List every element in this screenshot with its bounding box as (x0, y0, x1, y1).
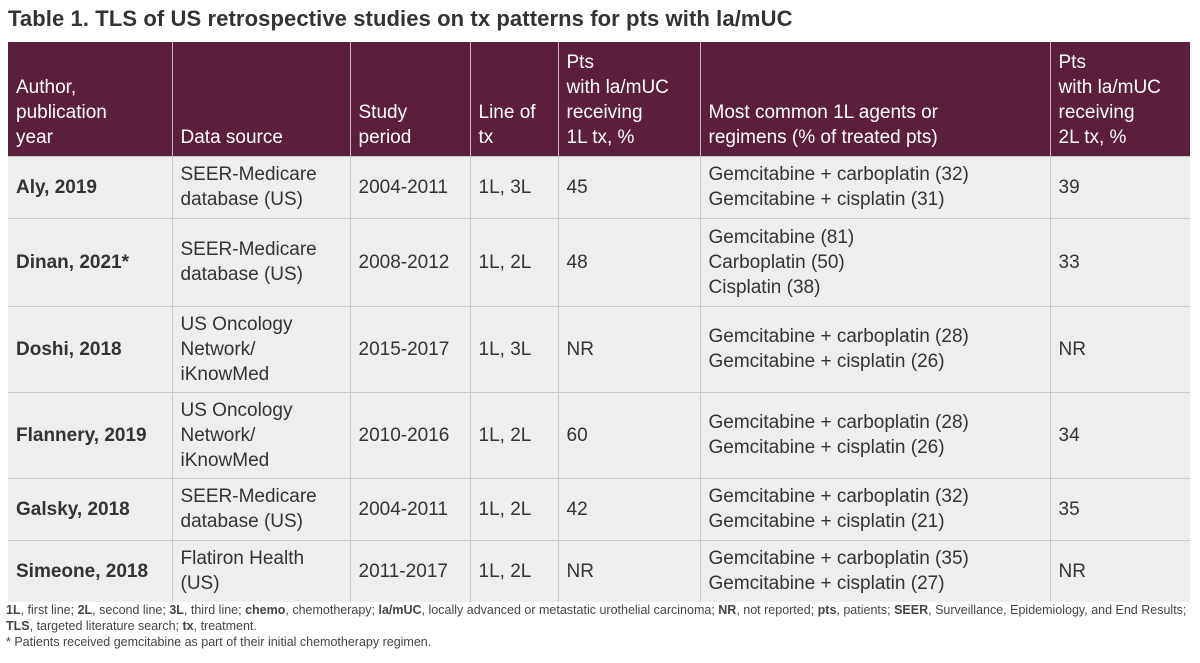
table-cell: 34 (1049, 391, 1190, 478)
abbreviation-term: la/mUC (378, 603, 422, 617)
table-cell: 1L, 2L (469, 391, 558, 478)
table-cell: 1L, 2L (469, 477, 558, 540)
table-cell: SEER-Medicare database (US) (171, 217, 350, 306)
table-cell: 1L, 2L (469, 539, 558, 602)
column-header: Pts with la/mUC receiving 2L tx, % (1049, 42, 1190, 156)
table-cell: Galsky, 2018 (8, 477, 172, 540)
abbreviation-definition: treatment (200, 619, 254, 633)
table-cell: 35 (1049, 477, 1190, 540)
column-header: Most common 1L agents or regimens (% of … (699, 42, 1050, 156)
table-body: Aly, 2019 SEER-Medicare database (US) 2004… (8, 155, 1190, 602)
table-cell: 48 (557, 217, 700, 306)
abbreviation-definition: Surveillance, Epidemiology, and End Resu… (935, 603, 1183, 617)
table-cell: NR (557, 305, 700, 392)
table-cell: Gemcitabine (81) Carboplatin (50) Cispla… (699, 217, 1050, 306)
table-cell: Gemcitabine + carboplatin (32) Gemcitabi… (699, 477, 1050, 540)
column-header: Data source (171, 42, 350, 156)
table-row: Dinan, 2021* SEER-Medicare database (US) 2… (8, 217, 1190, 306)
table-row: Aly, 2019 SEER-Medicare database (US) 2004… (8, 155, 1190, 218)
table-row: Simeone, 2018 Flatiron Health (US) 2011-20… (8, 539, 1190, 602)
abbreviation-term: NR (718, 603, 737, 617)
studies-table: Author, publication year Data source Study… (8, 42, 1190, 602)
abbreviation-term: tx (182, 619, 194, 633)
table-title: Table 1. TLS of US retrospective studies… (8, 6, 793, 31)
abbreviation-definition: not reported (743, 603, 811, 617)
abbreviation-term: 2L (77, 603, 93, 617)
abbreviation-term: chemo (245, 603, 286, 617)
abbreviation-definition: targeted literature search (36, 619, 176, 633)
table-cell: Gemcitabine + carboplatin (28) Gemcitabi… (699, 305, 1050, 392)
table-cell: 42 (557, 477, 700, 540)
table-cell: SEER-Medicare database (US) (171, 477, 350, 540)
table-cell: NR (1049, 305, 1190, 392)
table-cell: Gemcitabine + carboplatin (32) Gemcitabi… (699, 155, 1050, 218)
table-cell: 2004-2011 (349, 155, 470, 218)
abbreviation-definition: patients (843, 603, 888, 617)
table-row: Galsky, 2018 SEER-Medicare database (US) 2… (8, 477, 1190, 540)
table-cell: Dinan, 2021* (8, 217, 172, 306)
table-cell: 60 (557, 391, 700, 478)
abbreviation-term: SEER (894, 603, 929, 617)
abbreviation-term: 3L (169, 603, 184, 617)
table-cell: 1L, 2L (469, 217, 558, 306)
column-header: Author, publication year (8, 42, 172, 156)
table-cell: 2010-2016 (349, 391, 470, 478)
table-cell: 2004-2011 (349, 477, 470, 540)
footnote-text: * Patients received gemcitabine as part … (6, 635, 432, 649)
table-cell: Simeone, 2018 (8, 539, 172, 602)
abbreviation-term: pts (817, 603, 837, 617)
table-cell: 2008-2012 (349, 217, 470, 306)
table-cell: Aly, 2019 (8, 155, 172, 218)
abbreviation-definition: chemotherapy (292, 603, 372, 617)
table-cell: 1L, 3L (469, 155, 558, 218)
table-cell: Gemcitabine + carboplatin (35) Gemcitabi… (699, 539, 1050, 602)
table-row: Doshi, 2018 US Oncology Network/ iKnowMed… (8, 305, 1190, 392)
column-header: Pts with la/mUC receiving 1L tx, % (557, 42, 700, 156)
abbreviation-definition: second line (99, 603, 163, 617)
table-cell: 2011-2017 (349, 539, 470, 602)
column-header: Line of tx (469, 42, 558, 156)
abbreviation-definition: locally advanced or metastatic urothelia… (428, 603, 712, 617)
table-row: Flannery, 2019 US Oncology Network/ iKnow… (8, 391, 1190, 478)
table-cell: US Oncology Network/ iKnowMed (171, 305, 350, 392)
table-cell: 33 (1049, 217, 1190, 306)
table-cell: Doshi, 2018 (8, 305, 172, 392)
table-cell: 1L, 3L (469, 305, 558, 392)
table-cell: SEER-Medicare database (US) (171, 155, 350, 218)
abbreviation-term: 1L (6, 603, 21, 617)
table-cell: 2015-2017 (349, 305, 470, 392)
abbreviation-definition: third line (190, 603, 239, 617)
column-header: Study period (349, 42, 470, 156)
table-cell: NR (1049, 539, 1190, 602)
abbreviation-term: TLS (6, 619, 30, 633)
table-cell: Flatiron Health (US) (171, 539, 350, 602)
table-cell: 39 (1049, 155, 1190, 218)
table-cell: 45 (557, 155, 700, 218)
table-cell: Flannery, 2019 (8, 391, 172, 478)
footnotes: 1L, first line; 2L, second line; 3L, thi… (6, 602, 1194, 650)
abbreviations-text: 1L, first line; 2L, second line; 3L, thi… (6, 603, 1187, 633)
table-header-row: Author, publication year Data source Study… (8, 42, 1190, 156)
table-cell: Gemcitabine + carboplatin (28) Gemcitabi… (699, 391, 1050, 478)
table-cell: US Oncology Network/ iKnowMed (171, 391, 350, 478)
abbreviation-definition: first line (27, 603, 71, 617)
table-cell: NR (557, 539, 700, 602)
